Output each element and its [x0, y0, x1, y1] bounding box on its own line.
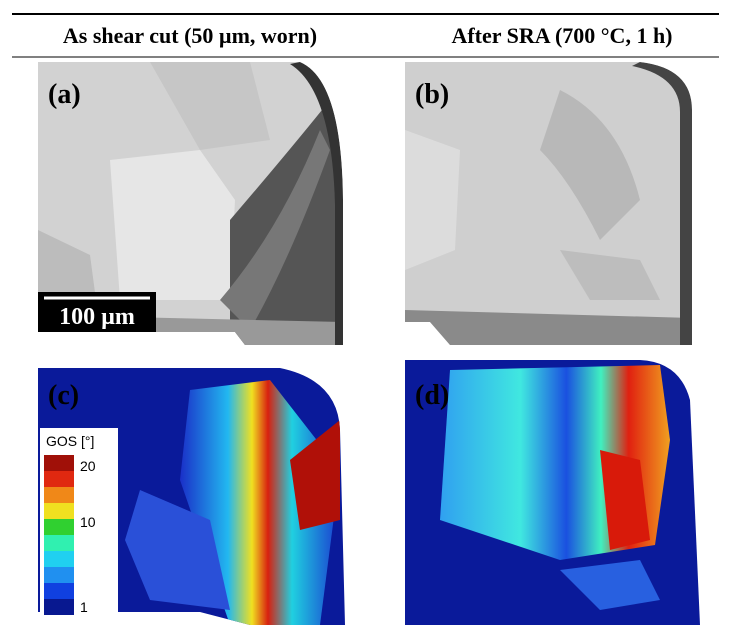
panel-label: (d) — [415, 380, 449, 411]
panel-label: (c) — [48, 380, 79, 411]
micrograph — [405, 62, 692, 345]
column-header: As shear cut (50 µm, worn) — [63, 23, 317, 48]
colorbar — [44, 455, 74, 615]
legend-tick: 10 — [80, 514, 96, 530]
legend-title: GOS [°] — [46, 433, 94, 449]
column-header: After SRA (700 °C, 1 h) — [451, 23, 672, 48]
scale-bar-label: 100 µm — [59, 304, 135, 330]
legend-tick: 1 — [80, 599, 88, 615]
panel-label: (b) — [415, 79, 449, 110]
orientation-map — [405, 360, 700, 625]
legend-tick: 20 — [80, 458, 96, 474]
panel-label: (a) — [48, 79, 81, 110]
